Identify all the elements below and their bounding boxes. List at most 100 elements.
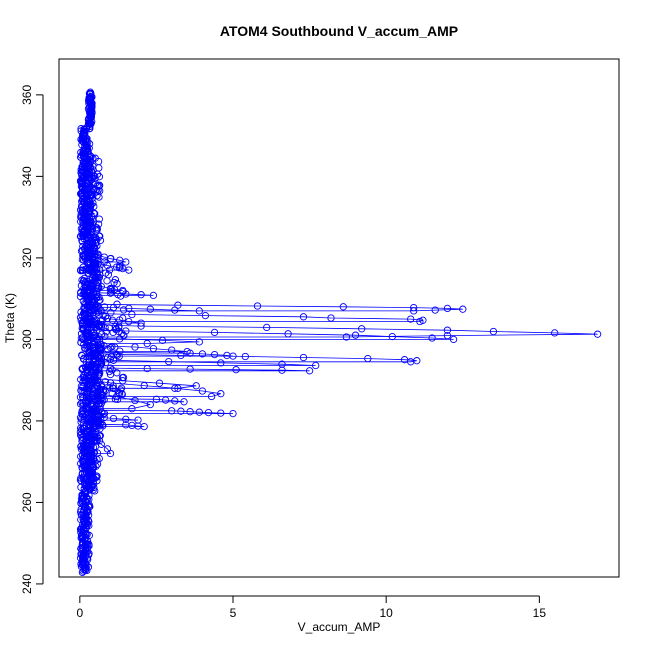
excursion-series [85,280,127,295]
data-point [119,286,127,295]
data-point [85,376,93,384]
x-tick-label: 15 [533,606,547,620]
data-point [84,383,92,391]
data-point [111,276,120,284]
data-point [180,398,188,406]
data-point [351,331,360,339]
excursion-series [85,349,421,366]
data-point [95,215,103,223]
data-point [92,186,100,194]
data-point [96,232,104,240]
excursion-series [85,333,203,348]
data-point [85,388,93,397]
data-point [443,326,452,334]
data-point [97,440,105,448]
excursion-series [85,250,130,266]
excursion-series [85,288,158,300]
data-point [85,361,93,370]
data-point [85,449,93,458]
data-point [85,431,93,439]
data-point [171,397,179,405]
data-point [410,307,418,315]
series-line [88,345,188,352]
data-point [88,341,97,349]
data-point [85,503,93,511]
excursion-series [85,325,458,344]
data-point [84,204,92,212]
data-point [232,366,240,374]
data-point [83,248,92,256]
series-line [88,324,598,338]
series-line [88,337,200,344]
data-point [253,302,262,310]
excursion-series [85,303,203,315]
data-point [125,304,133,313]
x-axis: 0 5 10 15 [76,595,547,620]
data-point [119,377,127,385]
data-point [85,398,93,406]
data-point [229,409,237,418]
data-point [82,219,91,228]
data-point [241,352,249,361]
data-point [177,351,185,360]
chart-title: ATOM4 Southbound V_accum_AMP [220,23,458,39]
series-line [88,312,424,322]
data-point [143,339,151,348]
data-point [95,182,104,190]
data-point [120,306,128,314]
series-line [88,306,200,312]
data-point [77,415,86,423]
data-point [88,450,96,458]
data-point [85,472,93,480]
data-point [106,449,115,458]
data-point [85,291,93,300]
data-point [80,453,89,461]
data-point [78,365,87,374]
data-point [85,89,94,98]
excursion-series [85,300,467,315]
data-point [97,282,105,291]
data-point [186,365,194,373]
data-point [177,407,185,415]
y-tick-label: 340 [20,166,34,186]
data-point [109,356,118,364]
excursion-series [85,388,154,413]
x-axis-label: V_accum_AMP [298,620,381,634]
data-point [113,351,121,360]
data-point [100,413,108,422]
data-point [79,178,87,187]
series-line [88,392,151,410]
data-point [125,317,133,326]
data-point [85,252,93,261]
data-point [85,363,93,372]
data-point [93,460,102,468]
data-point [407,315,415,323]
data-point [93,170,102,178]
data-point [86,239,94,247]
data-point [407,358,415,366]
data-point [198,350,207,358]
data-point [489,327,498,336]
data-point [94,157,103,166]
data-point [410,303,418,312]
data-point [146,305,154,313]
data-point [195,338,203,346]
data-point [79,227,87,235]
y-axis-label: Theta (K) [3,293,17,343]
data-point [171,306,179,314]
data-point [106,255,115,263]
data-point [81,457,89,466]
data-point [143,364,151,373]
excursion-series [85,406,237,418]
data-point [85,303,93,311]
series-line [88,377,197,389]
data-point [79,436,87,444]
data-point [278,366,286,374]
data-point [89,218,98,226]
data-point [431,306,439,314]
data-point [93,293,101,301]
y-axis: 240 260 280 300 320 340 360 [20,85,44,594]
data-point [86,421,95,429]
data-point [106,364,115,372]
data-point [84,174,92,182]
